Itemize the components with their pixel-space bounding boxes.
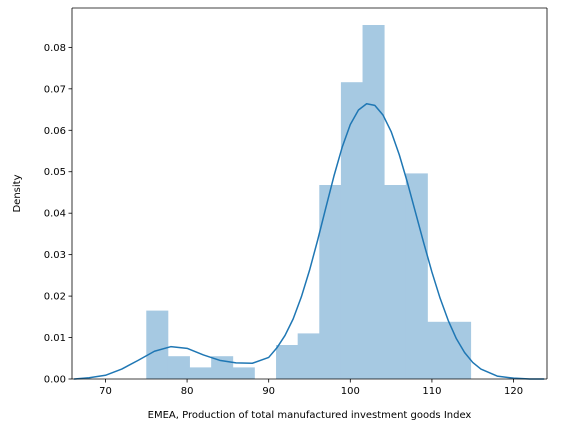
y-tick-label: 0.06 <box>44 126 66 137</box>
x-tick-label: 120 <box>504 386 523 397</box>
histogram-bar-12 <box>405 173 428 379</box>
y-tick-label: 0.08 <box>44 43 66 54</box>
histogram-bar-3 <box>211 356 234 379</box>
x-axis-label: EMEA, Production of total manufactured i… <box>148 410 472 421</box>
y-tick-label: 0.07 <box>44 84 66 95</box>
histogram-bar-2 <box>189 367 212 379</box>
histogram-bar-6 <box>276 345 299 379</box>
x-tick-label: 110 <box>422 386 441 397</box>
ticks: 70 80 90 100 110 120 0.00 0.01 0.02 0.03 0.04 0.05 0… <box>44 43 523 397</box>
kde-curve <box>73 103 545 380</box>
x-tick-label: 80 <box>181 386 194 397</box>
axes <box>71 7 548 380</box>
histogram-bar-10 <box>362 25 385 379</box>
histogram-bars <box>146 25 472 379</box>
y-tick-label: 0.02 <box>44 292 66 303</box>
histogram-bar-13 <box>427 321 450 379</box>
histogram-bar-0 <box>146 310 169 379</box>
y-tick-label: 0.03 <box>44 250 66 261</box>
histogram-bar-7 <box>297 333 320 379</box>
y-tick-label: 0.04 <box>44 209 66 220</box>
x-tick-label: 70 <box>99 386 112 397</box>
histogram-bar-9 <box>340 82 363 379</box>
y-tick-label: 0.00 <box>44 375 66 386</box>
histogram-bar-1 <box>167 356 190 379</box>
histogram-bar-11 <box>384 185 407 379</box>
y-tick-label: 0.01 <box>44 333 66 344</box>
x-tick-label: 100 <box>341 386 360 397</box>
kde-line <box>73 103 545 380</box>
y-axis-label: Density <box>12 174 23 212</box>
y-tick-label: 0.05 <box>44 167 66 178</box>
histogram-bar-8 <box>319 185 342 379</box>
x-tick-label: 90 <box>262 386 275 397</box>
histogram-bar-4 <box>232 367 255 379</box>
